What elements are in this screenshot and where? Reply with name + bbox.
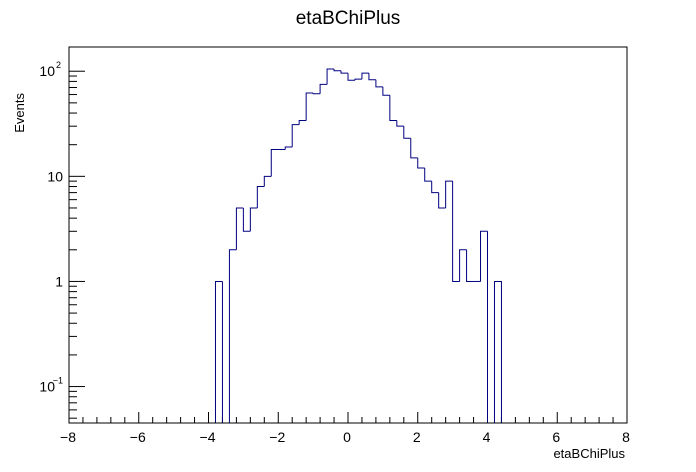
histogram-bin xyxy=(410,138,418,159)
chart-title: etaBChiPlus xyxy=(296,8,401,29)
x-tick-label: 6 xyxy=(552,429,560,445)
histogram-bin xyxy=(333,68,342,72)
histogram-bin xyxy=(326,68,335,85)
y-tick-exponent: 2 xyxy=(56,60,61,70)
histogram-bin xyxy=(431,181,439,194)
x-tick-label: −4 xyxy=(200,429,216,445)
histogram-bin xyxy=(361,72,369,80)
histogram-bin xyxy=(249,207,258,232)
histogram-bin xyxy=(305,92,314,121)
histogram-bin xyxy=(221,281,230,424)
histogram-bin xyxy=(480,230,488,282)
histogram-bin xyxy=(312,93,321,95)
histogram-bin xyxy=(347,73,355,81)
x-tick-label: 0 xyxy=(343,429,351,445)
x-tick-label: −8 xyxy=(60,429,76,445)
histogram-bin xyxy=(368,73,376,81)
y-tick-label: 10 xyxy=(39,379,55,395)
x-tick-label: −6 xyxy=(130,429,146,445)
histogram-bin xyxy=(214,280,223,423)
y-tick-label: 1 xyxy=(55,273,63,289)
histogram-bin xyxy=(403,126,411,139)
histogram-bin xyxy=(228,249,237,423)
x-tick-label: 2 xyxy=(413,429,421,445)
histogram-bin xyxy=(466,249,474,282)
histogram-bin xyxy=(493,280,502,423)
x-axis-label: etaBChiPlus xyxy=(553,446,625,461)
histogram-bin xyxy=(417,157,425,169)
histogram-bin xyxy=(291,124,300,148)
y-axis-label: Events xyxy=(12,93,27,133)
histogram-bin xyxy=(263,175,272,187)
histogram-bin xyxy=(389,95,397,121)
histogram-bin xyxy=(298,119,307,125)
histogram-bin xyxy=(424,168,432,182)
histogram-bin xyxy=(445,180,453,208)
histogram-bin xyxy=(382,86,390,96)
x-tick-label: 8 xyxy=(622,429,630,445)
histogram-bin xyxy=(452,181,460,282)
histogram-bin xyxy=(396,120,404,127)
y-tick-exponent: −1 xyxy=(53,376,63,386)
plot-frame xyxy=(68,46,628,424)
histogram-bin xyxy=(487,231,495,424)
histogram-bin xyxy=(340,70,348,74)
histogram-bin xyxy=(375,79,383,88)
histogram-bin xyxy=(459,249,467,282)
histogram-bin xyxy=(319,83,328,94)
histogram-bins xyxy=(214,68,502,424)
x-tick-label: −2 xyxy=(269,429,285,445)
histogram-bin xyxy=(235,207,244,250)
y-tick-label: 10 xyxy=(47,168,63,184)
histogram-bin xyxy=(270,149,279,177)
axis-ticks xyxy=(68,70,628,423)
y-tick-label: 10 xyxy=(39,63,55,79)
x-tick-label: 4 xyxy=(483,429,491,445)
histogram-bin xyxy=(284,146,293,150)
histogram-bin xyxy=(242,207,251,232)
histogram-bin xyxy=(438,192,446,209)
histogram-bin xyxy=(256,186,265,208)
histogram-bin xyxy=(354,78,362,81)
